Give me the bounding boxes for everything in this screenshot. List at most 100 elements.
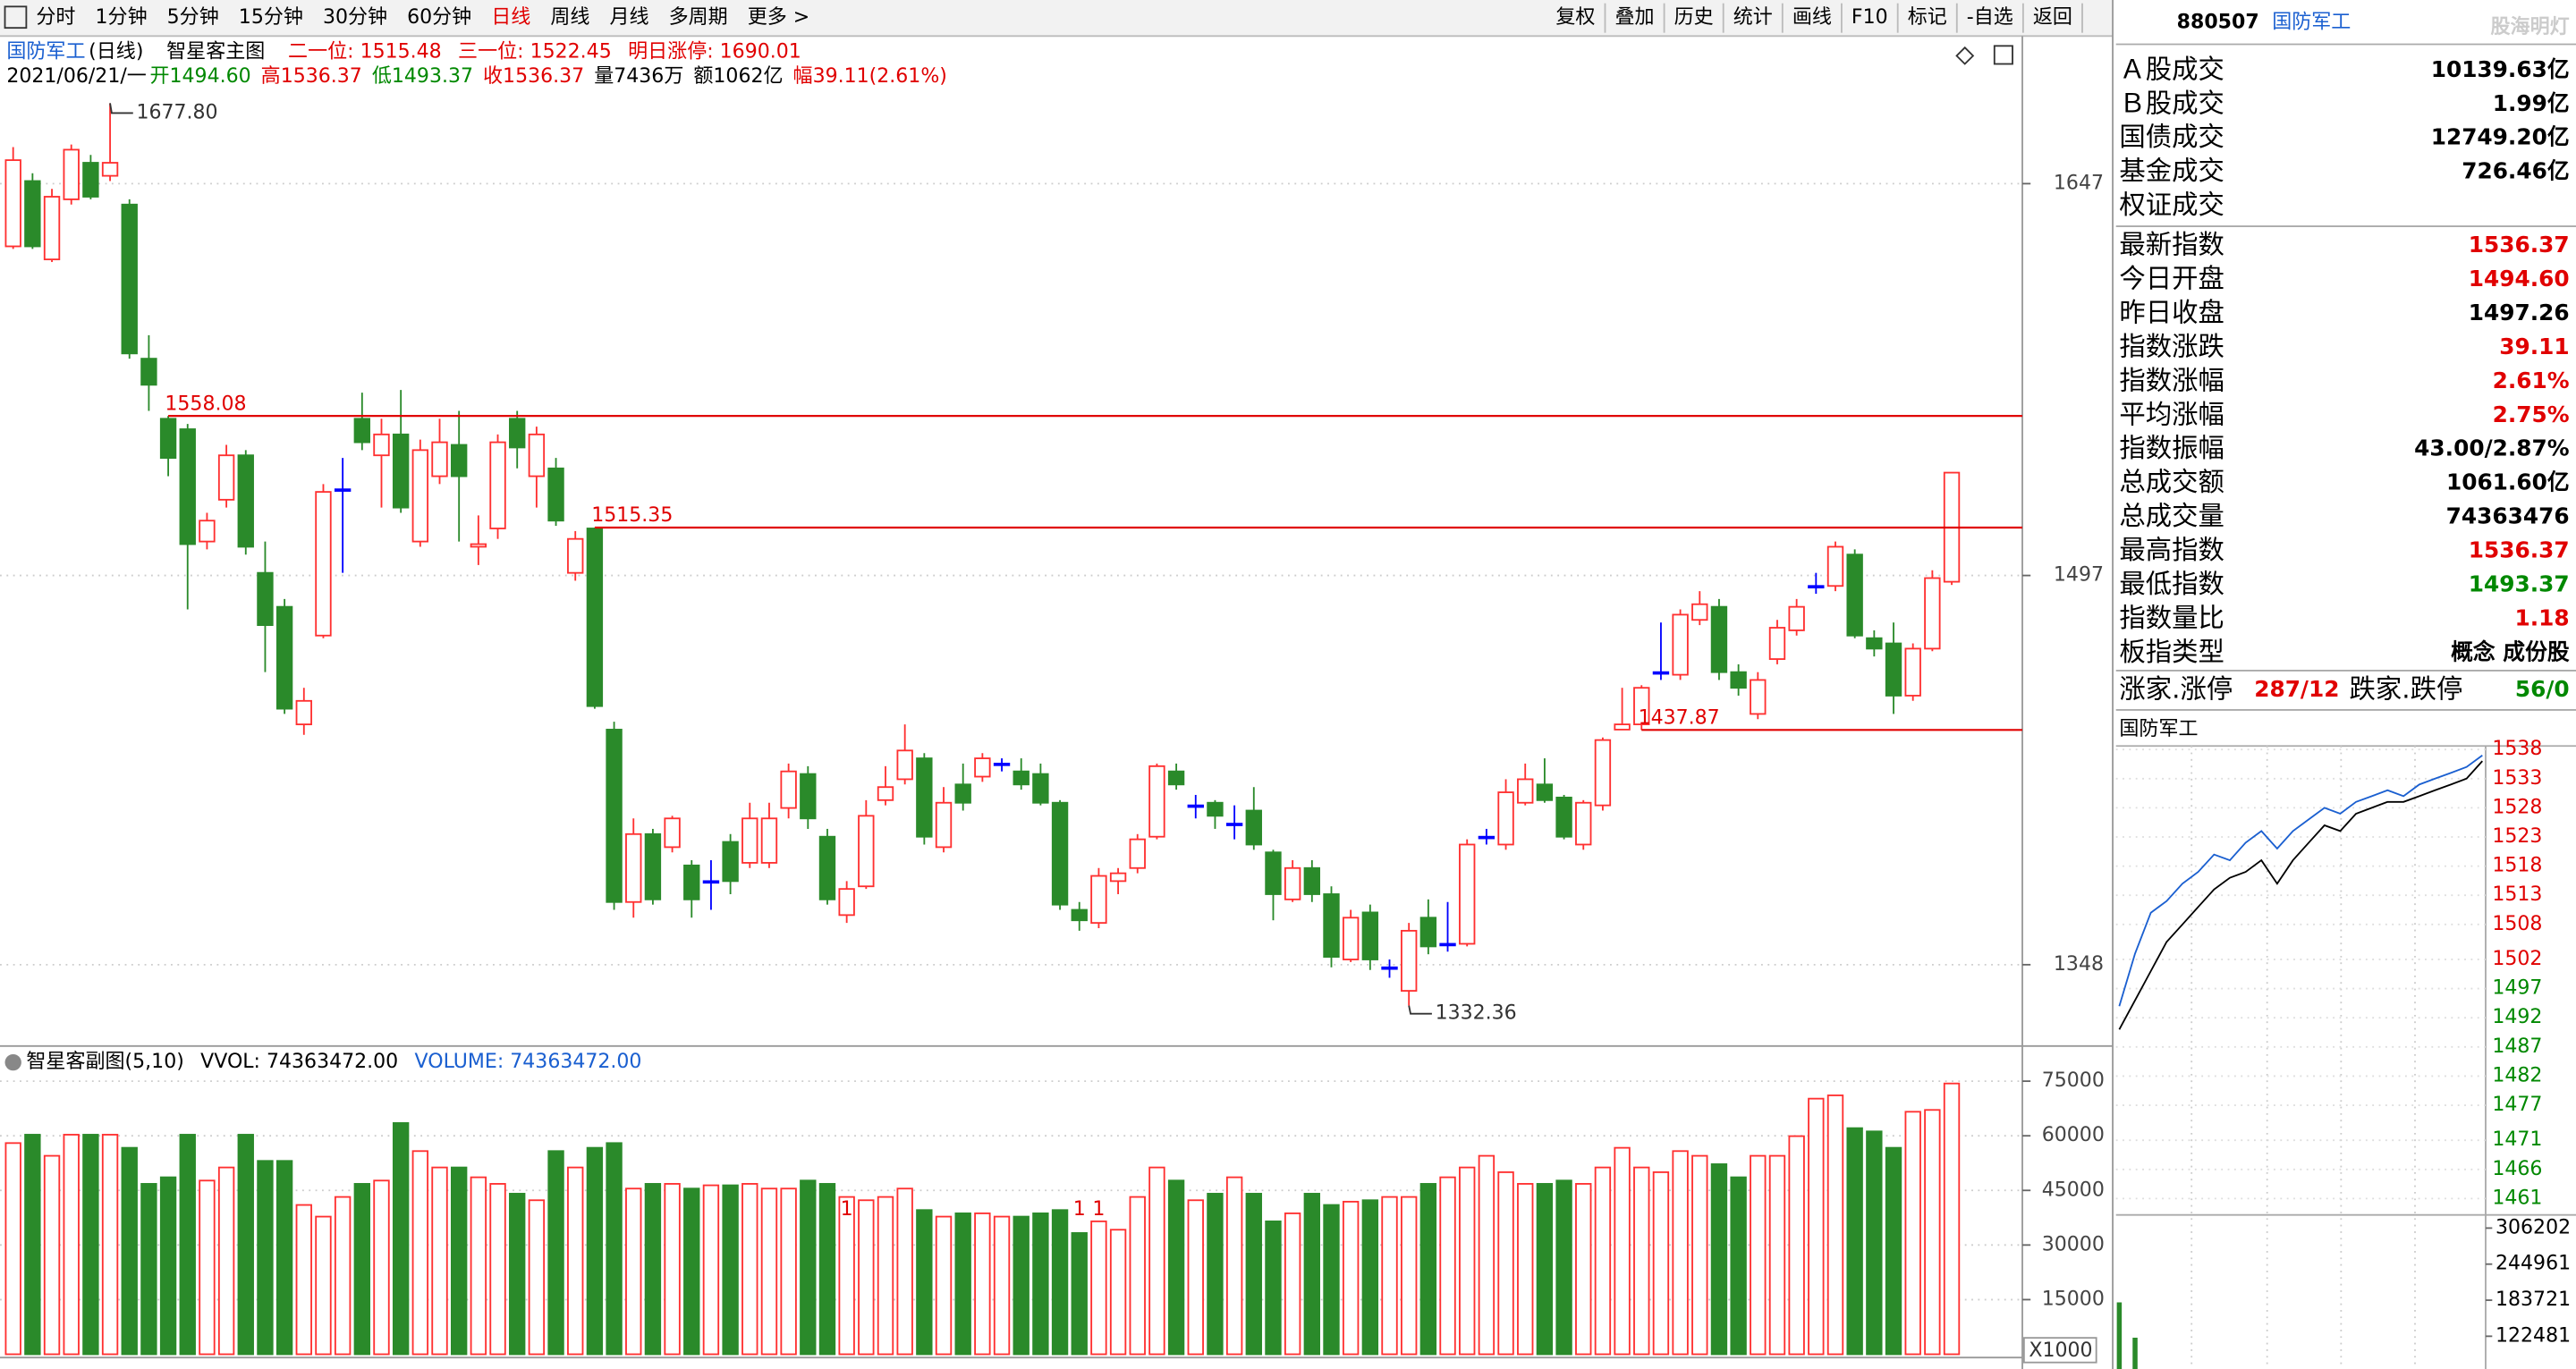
stat-value: 1494.60	[2469, 266, 2570, 292]
stat-label: 最高指数	[2119, 535, 2224, 565]
volume-bar	[954, 1213, 971, 1356]
volume-bar	[1187, 1199, 1204, 1356]
volume-bar	[800, 1179, 817, 1356]
y-tick-label: 1497	[2054, 564, 2104, 587]
volume-bar	[392, 1122, 410, 1356]
y-tick-label: 1523	[2492, 825, 2542, 848]
period-tab[interactable]: 日线	[491, 6, 530, 29]
collapse-icon[interactable]	[4, 1053, 21, 1071]
volume-bar	[101, 1134, 119, 1356]
stat-label: 总成交额	[2119, 467, 2224, 497]
volume-bar	[315, 1215, 332, 1356]
volume-bar	[1109, 1229, 1127, 1356]
period-tab[interactable]: 1分钟	[96, 6, 148, 29]
mini-volume-bar	[2116, 1302, 2123, 1369]
y-tick-label: 1492	[2492, 1006, 2542, 1028]
volume-bar	[450, 1166, 468, 1356]
candle-body	[625, 832, 642, 903]
candle-body	[1303, 866, 1320, 895]
stat-value: 1536.37	[2469, 232, 2570, 258]
unit-box	[2022, 1337, 2097, 1364]
y-tick-label: 1538	[2492, 738, 2542, 760]
period-tab[interactable]: 月线	[609, 6, 648, 29]
candle-body	[1323, 893, 1340, 959]
candle-body	[722, 841, 739, 883]
period-tab[interactable]: 分时	[36, 6, 75, 29]
y-tick-label: 45000	[2042, 1179, 2105, 1201]
volume-bar	[993, 1215, 1011, 1356]
y-tick-label: 1461	[2492, 1187, 2542, 1209]
diamond-icon[interactable]	[1955, 46, 1975, 65]
tool-button[interactable]: 画线	[1792, 6, 1832, 29]
candle-body	[1187, 804, 1204, 808]
tool-button[interactable]: F10	[1852, 6, 1888, 29]
tool-button[interactable]: 复权	[1555, 6, 1595, 29]
level-info: 二一位: 1515.48	[288, 41, 442, 63]
candle-body	[1342, 917, 1360, 960]
period-tab[interactable]: 15分钟	[239, 6, 303, 29]
candle-body	[63, 148, 80, 200]
candle-body	[567, 537, 584, 574]
volume-bar	[838, 1196, 855, 1356]
quote-item: 低1493.37	[372, 65, 473, 88]
tool-button[interactable]: 统计	[1733, 6, 1773, 29]
level-label: 1558.08	[165, 393, 246, 415]
volume-bar	[1148, 1166, 1165, 1356]
period-tab[interactable]: 更多 >	[748, 6, 810, 29]
candle-body	[547, 467, 564, 522]
stat-value: 2.61%	[2493, 368, 2570, 393]
volume-bar	[1555, 1179, 1572, 1356]
volume-bar	[257, 1160, 274, 1356]
volume-bar	[509, 1193, 526, 1356]
y-tick-label: 1497	[2492, 977, 2542, 1000]
menu-icon[interactable]	[4, 5, 28, 30]
candle-body	[1245, 809, 1262, 846]
candle-body	[489, 441, 506, 529]
candle-body	[159, 418, 177, 460]
level-info: 明日涨停: 1690.01	[628, 41, 801, 63]
mini-volume-bar	[2132, 1337, 2138, 1369]
candle-body	[217, 454, 235, 501]
period-tab[interactable]: 5分钟	[167, 6, 219, 29]
toolbar	[0, 0, 2114, 37]
tool-button[interactable]: 历史	[1674, 6, 1714, 29]
window-icon[interactable]	[1993, 45, 2013, 65]
brand: 股海明灯	[2491, 15, 2570, 38]
stat-value: 287/12	[2254, 676, 2339, 702]
period-tab[interactable]: 周线	[550, 6, 589, 29]
volume-bar	[217, 1166, 235, 1356]
chart-period: (日线)	[89, 41, 143, 63]
volume-bar	[702, 1184, 720, 1356]
volume-bar	[741, 1183, 758, 1356]
volume-bar	[1497, 1170, 1514, 1356]
volume-bar	[1032, 1213, 1049, 1356]
candle-body	[431, 441, 448, 477]
volume-bar	[644, 1183, 662, 1356]
candle-body	[1439, 942, 1456, 947]
tool-button[interactable]: 标记	[1908, 6, 1947, 29]
candle-body	[1594, 739, 1612, 807]
period-tab[interactable]: 60分钟	[407, 6, 471, 29]
volume-bar	[528, 1199, 546, 1356]
candle-body	[1013, 770, 1030, 786]
volume-bar	[547, 1150, 564, 1356]
level-info: 三一位: 1522.45	[458, 41, 612, 63]
volume-bar	[1710, 1163, 1728, 1356]
volume-bar	[1614, 1146, 1631, 1356]
tool-button[interactable]: -自选	[1967, 6, 2013, 29]
candle-body	[974, 757, 991, 778]
period-tab[interactable]: 30分钟	[323, 6, 387, 29]
volume-bar	[1768, 1154, 1786, 1356]
tool-button[interactable]: 返回	[2033, 6, 2072, 29]
volume-bar	[295, 1204, 312, 1356]
stat-label: Ｂ股成交	[2119, 88, 2224, 118]
candle-body	[586, 528, 604, 707]
volume-bar	[43, 1154, 61, 1356]
candle-body	[1400, 929, 1418, 992]
tool-button[interactable]: 叠加	[1614, 6, 1654, 29]
level-label: 1515.35	[591, 504, 673, 527]
period-tab[interactable]: 多周期	[669, 6, 728, 29]
legend-item: VVOL: 74363472.00	[200, 1051, 398, 1073]
y-tick-label: 1508	[2492, 913, 2542, 935]
volume-bar	[1536, 1183, 1554, 1356]
